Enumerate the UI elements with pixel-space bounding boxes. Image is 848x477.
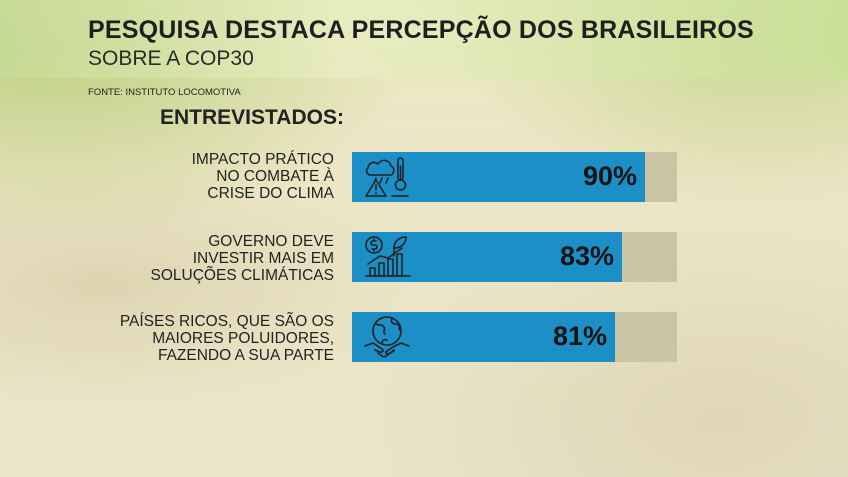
bar-track xyxy=(352,312,677,362)
category-label: PAÍSES RICOS, QUE SÃO OS MAIORES POLUIDO… xyxy=(119,313,334,364)
header-band xyxy=(0,0,848,78)
data-label: 90% xyxy=(582,161,637,191)
data-label: 83% xyxy=(559,241,614,271)
climate-hazard-icon xyxy=(362,154,412,200)
page-subtitle: SOBRE A COP30 xyxy=(88,47,254,70)
category-label: GOVERNO DEVE INVESTIR MAIS EM SOLUÇÕES C… xyxy=(150,233,334,284)
page-title: PESQUISA DESTACA PERCEPÇÃO DOS BRASILEIR… xyxy=(88,16,754,44)
source-note: FONTE: INSTITUTO LOCOMOTIVA xyxy=(88,87,241,98)
data-label: 81% xyxy=(552,321,607,351)
global-handshake-icon xyxy=(362,314,412,360)
green-investment-growth-icon xyxy=(362,234,412,280)
category-label: IMPACTO PRÁTICO NO COMBATE À CRISE DO CL… xyxy=(191,151,334,202)
section-label: ENTREVISTADOS: xyxy=(160,106,344,129)
